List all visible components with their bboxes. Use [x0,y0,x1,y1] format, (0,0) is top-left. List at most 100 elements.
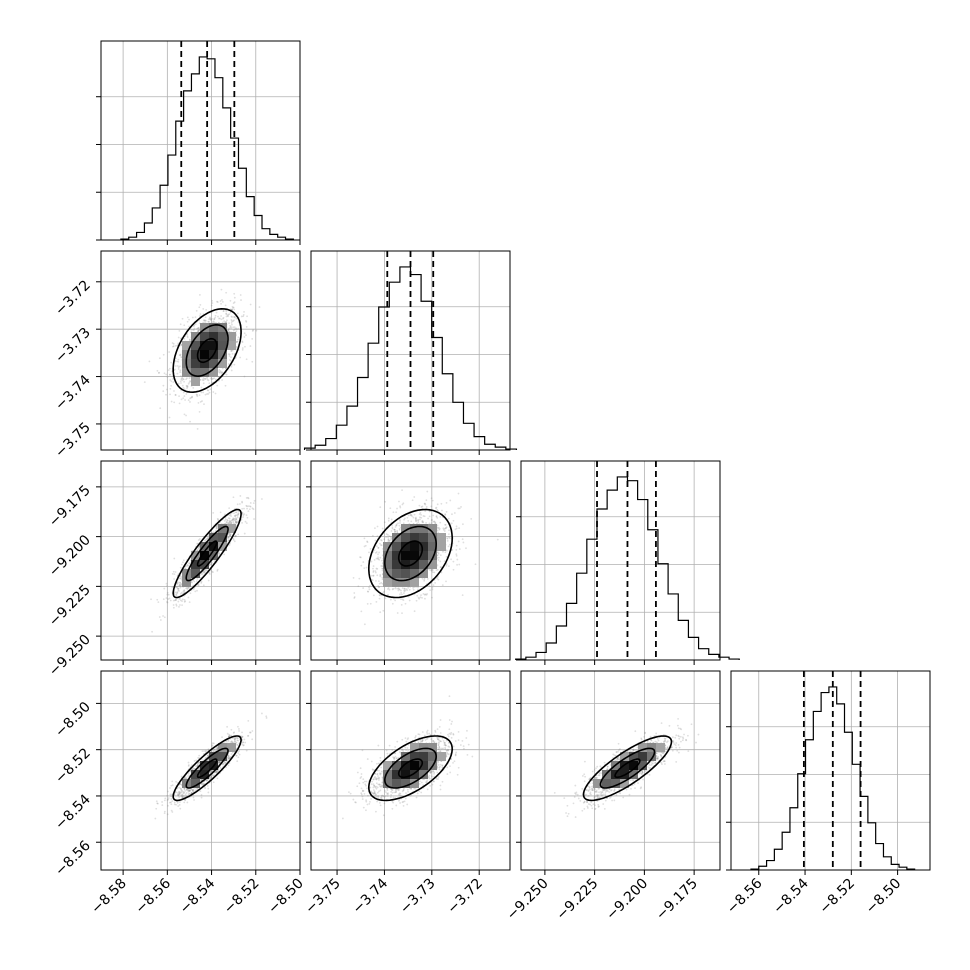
sample-point [443,527,446,530]
density-cell [191,377,200,386]
sample-point [184,799,187,802]
sample-point [226,519,229,522]
sample-point [232,538,235,541]
sample-point [195,580,198,582]
sample-point [229,327,231,329]
sample-point [377,553,379,556]
sample-point [232,306,235,309]
sample-point [186,387,188,390]
sample-point [222,763,225,765]
sample-point [245,514,248,517]
sample-point [209,317,211,320]
sample-point [236,516,239,519]
sample-point [388,535,391,538]
sample-point [172,342,175,345]
sample-point [397,587,400,590]
sample-point [237,513,239,516]
sample-point [220,288,223,291]
sample-point [394,530,397,533]
sample-point [179,371,182,374]
sample-point [194,765,197,767]
sample-point [187,399,190,402]
sample-point [378,582,381,585]
sample-point [379,574,382,576]
sample-point [188,325,191,328]
sample-point [377,586,380,589]
density-cell [200,350,209,359]
sample-point [150,598,152,601]
sample-point [447,536,450,539]
density-cell [227,332,236,341]
sample-point [379,611,382,614]
sample-point [211,570,213,573]
sample-point [415,516,417,519]
sample-point [391,526,394,529]
sample-point [232,329,235,332]
sample-point [232,316,235,318]
sample-point [432,584,435,587]
sample-point [235,521,238,524]
sample-point [455,544,458,547]
panel-content [101,671,300,870]
sample-point [375,545,378,548]
sample-point [221,301,224,303]
sample-point [452,560,455,563]
sample-point [241,521,244,524]
sample-point [430,569,433,572]
sample-point [394,531,396,533]
sample-point [227,327,230,330]
sample-point [396,531,399,533]
sample-point [199,303,202,306]
sample-point [214,771,217,774]
sample-point [179,599,182,602]
sample-point [398,527,401,530]
sample-point [185,587,188,590]
sample-point [227,353,230,356]
sample-point [196,577,199,580]
sample-point [213,318,216,321]
sample-point [444,523,446,526]
sample-point [430,519,433,522]
sample-point [436,564,439,567]
sample-point [402,502,405,505]
sample-point [367,590,370,593]
sample-point [241,341,244,344]
sample-point [208,382,211,385]
sample-point [192,579,194,582]
density-cell [401,542,410,551]
sample-point [394,599,397,602]
sample-point [441,509,443,512]
sample-point [180,378,183,381]
sample-point [205,309,208,311]
sample-point [216,568,219,571]
sample-point [207,389,210,392]
density-cell [419,551,428,560]
sample-point [235,517,238,520]
density-cell [200,542,209,551]
sample-point [374,570,377,573]
sample-point [183,591,186,594]
sample-point [180,563,183,566]
sample-point [428,569,431,571]
sample-point [422,592,425,595]
sample-point [244,520,247,523]
sample-point [202,321,205,324]
sample-point [227,329,230,331]
sample-point [448,543,451,546]
sample-point [410,513,413,516]
sample-point [216,517,219,520]
sample-point [221,367,224,370]
density-cell [419,542,428,551]
sample-point [243,507,245,510]
sample-point [387,539,390,541]
sample-point [178,605,180,608]
density-cell [410,524,419,533]
sample-point [203,539,206,541]
sample-point [215,526,218,528]
sample-point [415,517,417,520]
sample-point [375,600,378,603]
sample-point [230,319,233,321]
sample-point [418,513,421,516]
sample-point [223,553,226,556]
sample-point [437,576,439,578]
